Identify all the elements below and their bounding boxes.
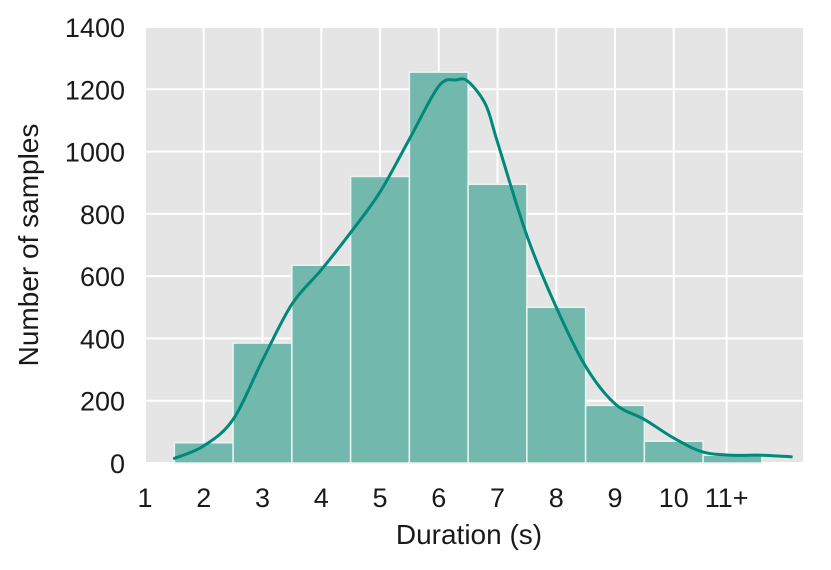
x-tick-label: 10	[659, 483, 689, 513]
x-tick-label: 8	[549, 483, 564, 513]
y-tick-label: 400	[80, 324, 125, 354]
x-tick-label: 5	[372, 483, 387, 513]
histogram-bar	[643, 440, 704, 464]
y-tick-label: 1200	[65, 75, 125, 105]
x-tick-label: 1	[137, 483, 152, 513]
x-tick-label: 4	[314, 483, 329, 513]
y-axis-label: Number of samples	[13, 124, 44, 367]
x-tick-label: 9	[607, 483, 622, 513]
y-tick-label: 1000	[65, 138, 125, 168]
x-tick-labels: 1 2 3 4 5 6 7 8 9 10 11+	[137, 483, 748, 513]
x-tick-label: 3	[255, 483, 270, 513]
histogram-bar	[291, 264, 352, 464]
x-tick-label: 6	[431, 483, 446, 513]
y-tick-labels: 0 200 400 600 800 1000 1200 1400	[65, 13, 125, 479]
histogram-bar	[467, 183, 528, 464]
y-tick-label: 1400	[65, 13, 125, 43]
x-axis-label: Duration (s)	[396, 519, 542, 550]
y-tick-label: 600	[80, 262, 125, 292]
y-tick-label: 200	[80, 387, 125, 417]
x-tick-label: 2	[196, 483, 211, 513]
y-tick-label: 0	[110, 449, 125, 479]
x-tick-label: 7	[490, 483, 505, 513]
kde-curve	[172, 77, 793, 460]
y-tick-label: 800	[80, 200, 125, 230]
histogram-bar	[408, 71, 469, 464]
histogram-bars	[173, 71, 763, 464]
x-tick-label: 11+	[705, 483, 749, 513]
histogram-bar	[526, 306, 587, 464]
histogram-bar	[349, 175, 411, 464]
